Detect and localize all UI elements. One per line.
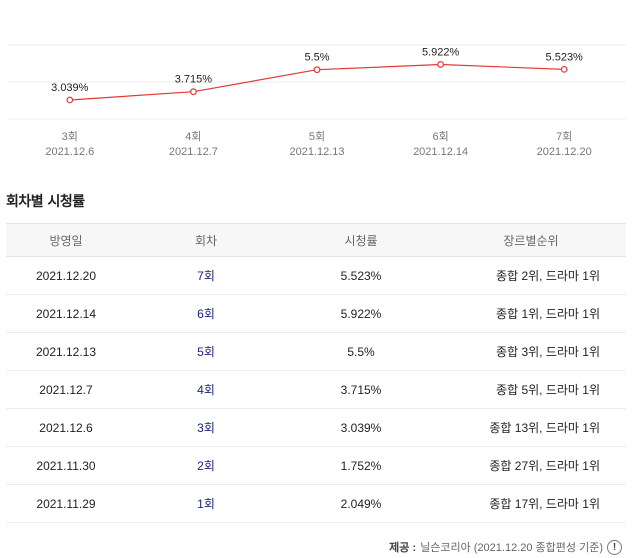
data-point[interactable] — [189, 88, 197, 96]
chart-gridlines — [8, 44, 626, 120]
x-tick-label: 3회 — [62, 130, 78, 143]
table-row: 2021.12.7 4회 3.715% 종합 5위, 드라마 1위 — [6, 371, 626, 409]
cell-rating: 3.039% — [340, 420, 382, 435]
x-tick-label: 7회 — [556, 130, 572, 143]
table-row: 2021.12.13 5회 5.5% 종합 3위, 드라마 1위 — [6, 333, 626, 371]
cell-episode-link[interactable]: 2회 — [197, 459, 215, 473]
cell-rating: 1.752% — [340, 458, 382, 473]
cell-episode-link[interactable]: 1회 — [197, 497, 215, 511]
cell-rank: 종합 27위, 드라마 1위 — [489, 459, 600, 473]
data-label: 3.715% — [175, 74, 213, 86]
data-label: 5.922% — [422, 46, 460, 58]
cell-rank: 종합 5위, 드라마 1위 — [496, 383, 600, 397]
source-footer: 제공 : 닐슨코리아 (2021.12.20 종합편성 기준) ! — [389, 539, 622, 555]
cell-episode-link[interactable]: 4회 — [197, 383, 215, 397]
cell-rank: 종합 3위, 드라마 1위 — [496, 345, 600, 359]
cell-rating: 5.523% — [340, 268, 382, 283]
cell-date: 2021.12.6 — [39, 420, 93, 435]
cell-rating: 5.5% — [347, 344, 375, 359]
table-row: 2021.12.6 3회 3.039% 종합 13위, 드라마 1위 — [6, 409, 626, 447]
table-row: 2021.12.14 6회 5.922% 종합 1위, 드라마 1위 — [6, 295, 626, 333]
cell-episode-link[interactable]: 3회 — [197, 421, 215, 435]
chart-labels: 3.039% 3회 2021.12.6 3.715% 4회 2021.12.7 5.5% 5회… — [45, 46, 591, 158]
cell-rank: 종합 17위, 드라마 1위 — [489, 497, 600, 511]
section-title: 회차별 시청률 — [6, 194, 85, 210]
cell-date: 2021.12.20 — [35, 268, 97, 283]
source-text: 닐슨코리아 (2021.12.20 종합편성 기준) — [420, 542, 603, 554]
ratings-table: 방영일 회차 시청률 장르별순위 2021.12.20 7회 5.523% 종합… — [6, 223, 626, 523]
cell-date: 2021.12.7 — [39, 382, 93, 397]
data-point[interactable] — [66, 96, 74, 104]
x-tick-date: 2021.12.6 — [45, 146, 94, 158]
x-tick-date: 2021.12.13 — [289, 146, 344, 158]
data-point[interactable] — [313, 66, 321, 74]
x-tick-date: 2021.12.14 — [413, 146, 468, 158]
cell-episode-link[interactable]: 5회 — [197, 345, 215, 359]
x-tick-label: 4회 — [185, 130, 201, 143]
cell-rank: 종합 1위, 드라마 1위 — [496, 307, 600, 321]
header-rating: 시청률 — [344, 233, 378, 248]
data-label: 5.5% — [304, 52, 329, 64]
cell-date: 2021.11.30 — [36, 458, 96, 473]
x-tick-label: 5회 — [309, 130, 325, 143]
cell-rating: 3.715% — [340, 382, 382, 397]
header-episode: 회차 — [194, 233, 218, 248]
data-point[interactable] — [560, 65, 568, 73]
x-tick-date: 2021.12.7 — [169, 146, 218, 158]
header-date: 방영일 — [49, 233, 83, 248]
cell-date: 2021.12.14 — [35, 306, 97, 321]
x-tick-date: 2021.12.20 — [537, 146, 592, 158]
cell-episode-link[interactable]: 6회 — [197, 307, 215, 321]
cell-rank: 종합 2위, 드라마 1위 — [496, 269, 600, 283]
table-row: 2021.12.20 7회 5.523% 종합 2위, 드라마 1위 — [6, 257, 626, 295]
data-point[interactable] — [437, 61, 445, 68]
x-tick-label: 6회 — [432, 130, 448, 143]
ratings-line-chart: 3.039% 3회 2021.12.6 3.715% 4회 2021.12.7 5.5% 5회… — [8, 44, 626, 158]
chart-points — [66, 61, 568, 104]
cell-episode-link[interactable]: 7회 — [197, 269, 215, 283]
info-icon[interactable]: ! — [607, 539, 622, 555]
table-row: 2021.11.29 1회 2.049% 종합 17위, 드라마 1위 — [6, 485, 626, 523]
data-label: 5.523% — [546, 51, 584, 63]
source-label: 제공 : — [389, 542, 417, 554]
cell-rating: 2.049% — [340, 496, 382, 511]
table-header-row: 방영일 회차 시청률 장르별순위 — [6, 223, 626, 257]
cell-rank: 종합 13위, 드라마 1위 — [489, 421, 600, 435]
header-rank: 장르별순위 — [503, 233, 559, 248]
cell-date: 2021.12.13 — [35, 344, 97, 359]
cell-rating: 5.922% — [340, 306, 382, 321]
data-label: 3.039% — [51, 82, 89, 94]
table-row: 2021.11.30 2회 1.752% 종합 27위, 드라마 1위 — [6, 447, 626, 485]
cell-date: 2021.11.29 — [36, 496, 96, 511]
